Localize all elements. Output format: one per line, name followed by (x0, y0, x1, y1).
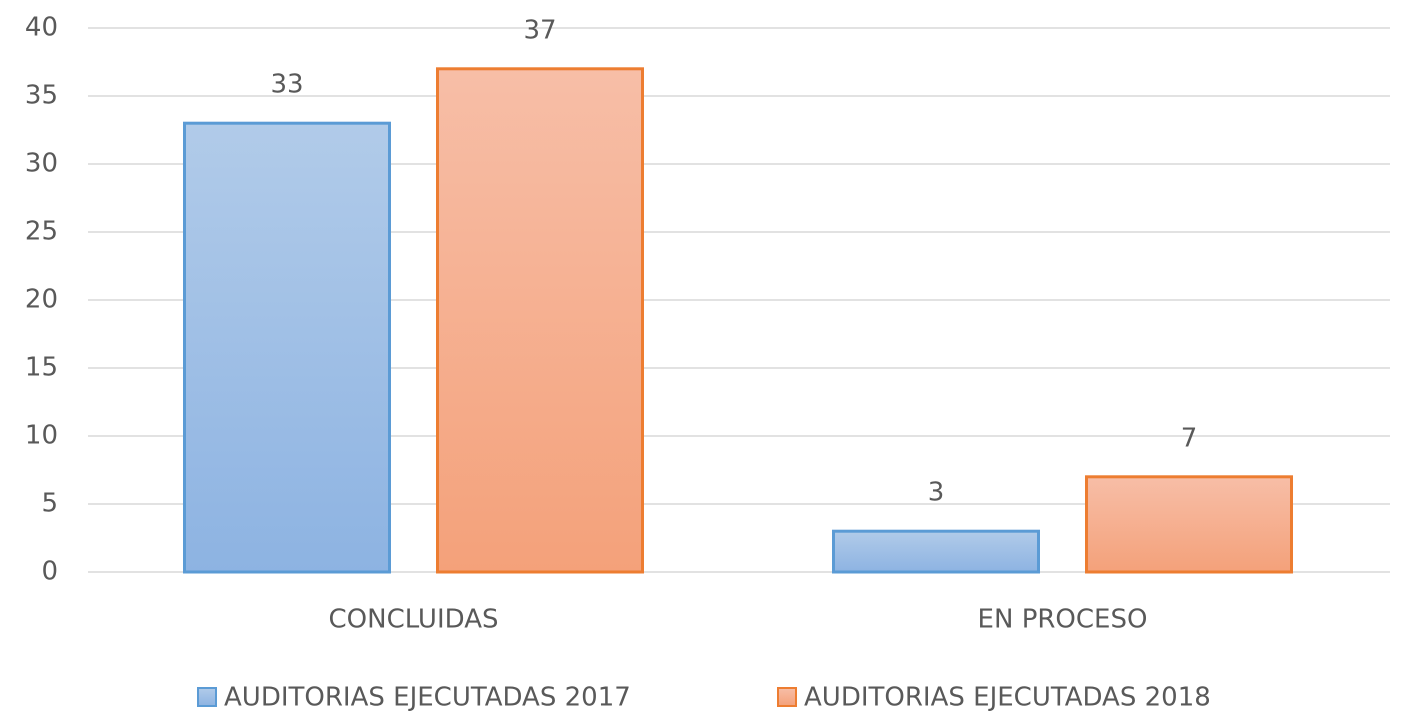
legend-swatch (777, 687, 797, 707)
y-tick-label: 5 (41, 489, 58, 519)
y-tick-label: 35 (25, 81, 58, 111)
y-tick-label: 15 (25, 353, 58, 383)
data-label: 7 (1181, 423, 1198, 453)
x-tick-label: EN PROCESO (978, 605, 1148, 635)
y-tick-label: 25 (25, 217, 58, 247)
y-tick-label: 10 (25, 421, 58, 451)
data-label: 33 (270, 70, 303, 100)
bar (832, 529, 1040, 574)
y-tick-label: 30 (25, 149, 58, 179)
data-label: 37 (523, 15, 556, 45)
legend-swatch (197, 687, 217, 707)
y-tick-label: 20 (25, 285, 58, 315)
bar (1085, 475, 1293, 574)
legend-label: AUDITORIAS EJECUTADAS 2018 (804, 683, 1211, 713)
legend-label: AUDITORIAS EJECUTADAS 2017 (224, 683, 631, 713)
bar (436, 67, 644, 574)
bar (183, 121, 391, 574)
data-label: 3 (928, 478, 945, 508)
y-tick-label: 0 (41, 557, 58, 587)
x-tick-label: CONCLUIDAS (329, 605, 499, 635)
y-tick-label: 40 (25, 13, 58, 43)
